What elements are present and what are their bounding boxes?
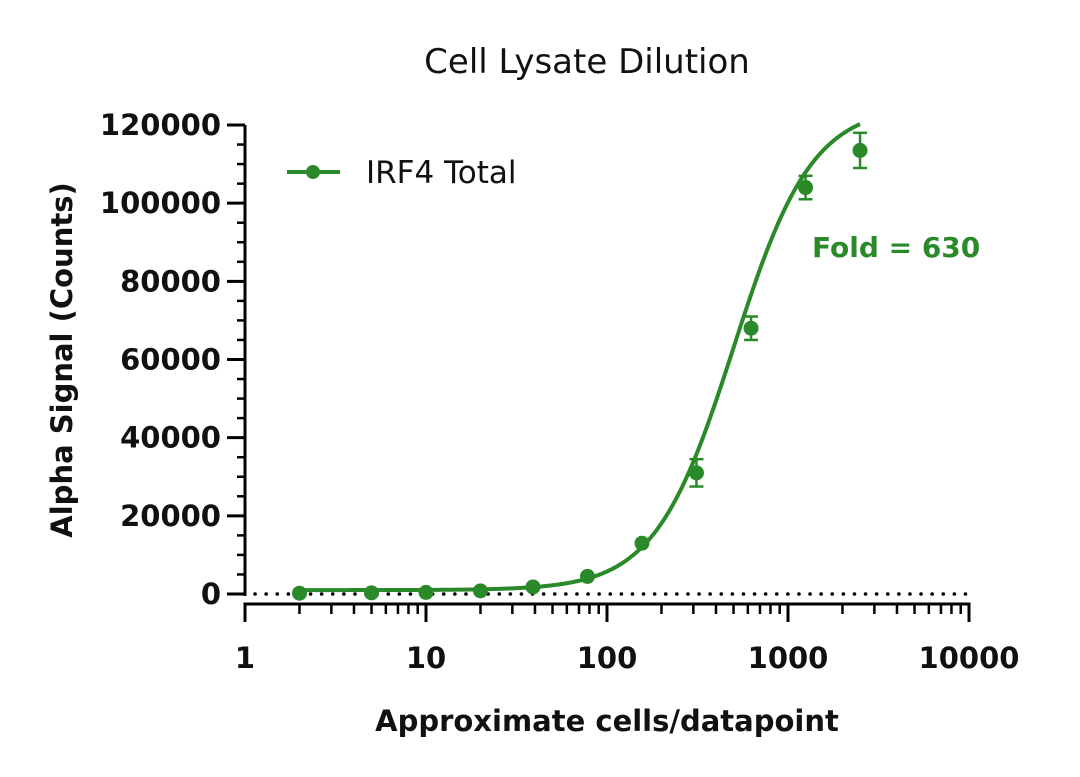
- y-tick-label: 120000: [100, 108, 221, 142]
- y-tick-label: 80000: [120, 264, 221, 298]
- legend-label: IRF4 Total: [366, 155, 517, 191]
- axes-group: 0 20000 40000 60000 80000 100000 120000 1 10 100 1…: [100, 108, 1020, 675]
- data-point: [852, 142, 868, 158]
- fit-curve-layer: [299, 122, 861, 593]
- data-point: [634, 535, 650, 551]
- y-axis-label: Alpha Signal (Counts): [45, 182, 79, 537]
- y-tick-label: 40000: [120, 421, 221, 455]
- x-axis-label: Approximate cells/datapoint: [375, 704, 839, 738]
- x-tick-label: 100: [577, 641, 638, 675]
- data-points-layer: [291, 131, 868, 601]
- y-tick-label: 60000: [120, 343, 221, 377]
- x-tick-label: 10: [406, 641, 446, 675]
- data-point: [418, 584, 434, 600]
- data-point: [472, 583, 488, 599]
- y-tick-label: 0: [201, 577, 221, 611]
- fold-annotation: Fold = 630: [812, 231, 980, 264]
- data-point: [291, 585, 307, 601]
- data-point: [364, 585, 380, 601]
- chart-title: Cell Lysate Dilution: [424, 42, 750, 82]
- x-tick-label: 10000: [919, 641, 1020, 675]
- legend: IRF4 Total: [287, 155, 517, 191]
- legend-marker: [306, 165, 320, 179]
- data-point: [579, 568, 595, 584]
- data-point: [798, 180, 814, 196]
- x-tick-label: 1: [235, 641, 255, 675]
- data-point: [688, 465, 704, 481]
- y-tick-label: 100000: [100, 186, 221, 220]
- data-point: [525, 579, 541, 595]
- data-point: [743, 320, 759, 336]
- x-tick-label: 1000: [748, 641, 829, 675]
- y-tick-label: 20000: [120, 499, 221, 533]
- fit-curve: [299, 122, 861, 593]
